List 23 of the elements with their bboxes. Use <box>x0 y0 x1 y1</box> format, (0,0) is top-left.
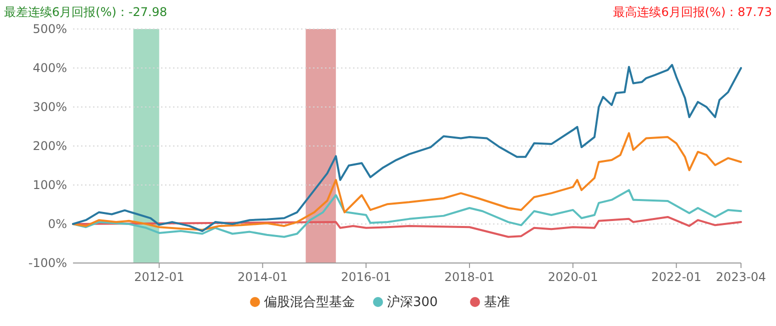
line-series <box>72 64 742 232</box>
y-tick-label: 100% <box>32 178 67 192</box>
text: 最差连续6月回报(%)：-27.98 <box>4 5 168 19</box>
legend-label: 基准 <box>484 295 510 310</box>
x-tick-label: 2012-01 <box>134 270 184 284</box>
y-tick-label: -100% <box>28 256 67 270</box>
legend-label: 沪深300 <box>387 294 438 310</box>
text: 最高连续6月回报(%)：87.73 <box>613 5 772 19</box>
y-tick-label: 200% <box>32 139 67 153</box>
x-tick-label: 2016-01 <box>340 270 392 284</box>
line-series <box>72 132 742 231</box>
y-tick-label: 500% <box>32 22 67 36</box>
x-tick-label: 2018-01 <box>444 270 495 284</box>
legend-label: 偏股混合型基金 <box>264 295 355 310</box>
x-tick-label: 2022-01 <box>651 270 702 284</box>
y-tick-label: 400% <box>32 61 67 75</box>
line-series <box>72 216 742 238</box>
y-tick-label: 300% <box>32 100 67 114</box>
x-tick-label: 2023-04 <box>716 270 766 284</box>
x-tick-label: 2020-01 <box>548 270 598 284</box>
line-series <box>72 189 742 238</box>
x-tick-label: 2014-01 <box>238 270 288 284</box>
y-tick-label: 0% <box>48 217 67 231</box>
